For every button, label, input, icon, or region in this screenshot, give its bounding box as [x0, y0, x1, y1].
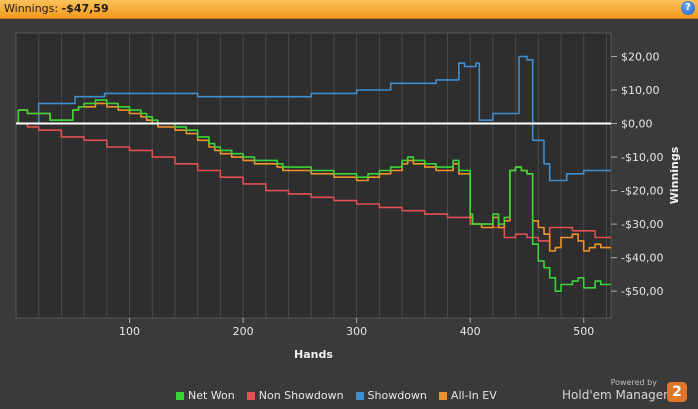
powered-by-text: Powered by	[610, 378, 657, 387]
x-axis-label: Hands	[294, 348, 333, 361]
winnings-value: -$47,59	[61, 2, 109, 15]
y-tick-label: $20,00	[621, 50, 660, 63]
legend-swatch	[355, 391, 364, 400]
series-line-net-won	[16, 99, 611, 292]
x-tick-label: 200	[233, 325, 254, 338]
hem2-logo: 2	[667, 382, 687, 402]
plot-area	[15, 32, 612, 319]
y-tick-label: -$50,00	[621, 285, 663, 298]
series-line-non-showdown	[16, 122, 611, 242]
legend-item: Showdown	[355, 389, 427, 402]
y-tick-label: $10,00	[621, 84, 660, 97]
y-tick-label: -$20,00	[621, 185, 663, 198]
title-bar: Winnings: -$47,59 ?	[0, 0, 698, 19]
x-tick-label: 300	[346, 325, 367, 338]
legend-swatch	[438, 391, 447, 400]
legend-label: Non Showdown	[258, 389, 344, 402]
y-tick-label: -$10,00	[621, 151, 663, 164]
x-tick-label: 100	[119, 325, 140, 338]
legend-item: All-In EV	[438, 389, 497, 402]
legend-swatch	[246, 391, 255, 400]
winnings-label: Winnings:	[4, 2, 59, 15]
x-tick-label: 500	[573, 325, 594, 338]
legend-item: Net Won	[176, 389, 235, 402]
y-axis-label: Winnings	[668, 146, 681, 204]
winnings-title: Winnings: -$47,59	[4, 2, 109, 15]
y-tick-label: -$40,00	[621, 252, 663, 265]
y-tick-label: -$30,00	[621, 218, 663, 231]
x-tick-label: 400	[460, 325, 481, 338]
help-icon[interactable]: ?	[681, 1, 695, 15]
chart-legend: Net Won Non Showdown Showdown All-In EV	[176, 389, 497, 402]
legend-item: Non Showdown	[246, 389, 344, 402]
series-line-showdown	[16, 55, 611, 182]
legend-label: All-In EV	[450, 389, 497, 402]
legend-label: Showdown	[367, 389, 427, 402]
y-tick-label: $0,00	[621, 118, 653, 131]
legend-label: Net Won	[188, 389, 235, 402]
brand-name: Hold'em Manager	[562, 388, 669, 402]
legend-swatch	[176, 391, 184, 400]
